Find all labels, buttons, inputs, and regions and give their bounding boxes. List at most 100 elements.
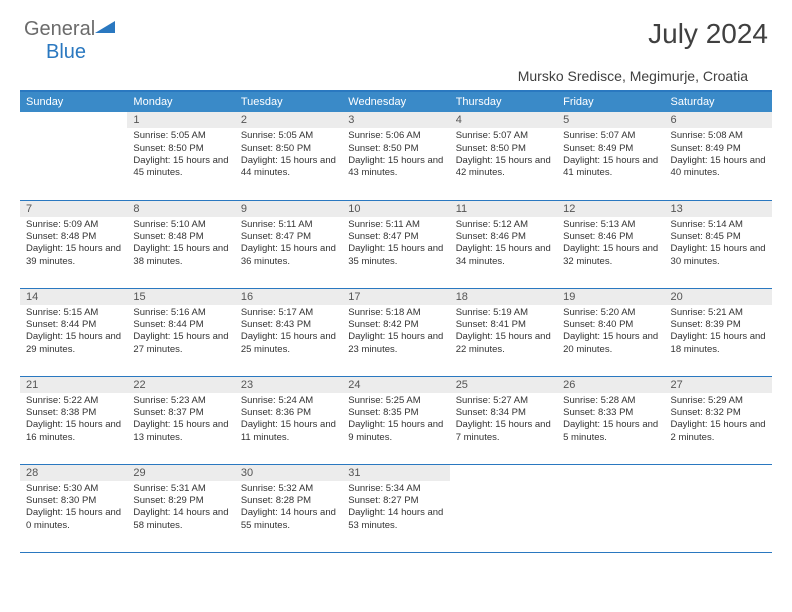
day-number: 12 [557, 201, 664, 217]
location: Mursko Sredisce, Megimurje, Croatia [20, 68, 772, 92]
calendar-week-row: 28Sunrise: 5:30 AMSunset: 8:30 PMDayligh… [20, 464, 772, 552]
day-details: Sunrise: 5:09 AMSunset: 8:48 PMDaylight:… [20, 217, 127, 272]
calendar-cell: 17Sunrise: 5:18 AMSunset: 8:42 PMDayligh… [342, 288, 449, 376]
day-number: 7 [20, 201, 127, 217]
day-number: 10 [342, 201, 449, 217]
day-number: 19 [557, 289, 664, 305]
calendar-cell: 20Sunrise: 5:21 AMSunset: 8:39 PMDayligh… [665, 288, 772, 376]
calendar-cell: 27Sunrise: 5:29 AMSunset: 8:32 PMDayligh… [665, 376, 772, 464]
weekday-header: Friday [557, 92, 664, 112]
day-details: Sunrise: 5:31 AMSunset: 8:29 PMDaylight:… [127, 481, 234, 536]
calendar-cell: 21Sunrise: 5:22 AMSunset: 8:38 PMDayligh… [20, 376, 127, 464]
day-number: 20 [665, 289, 772, 305]
calendar-cell: 25Sunrise: 5:27 AMSunset: 8:34 PMDayligh… [450, 376, 557, 464]
page-title: July 2024 [648, 18, 768, 50]
calendar-cell: 14Sunrise: 5:15 AMSunset: 8:44 PMDayligh… [20, 288, 127, 376]
day-details: Sunrise: 5:17 AMSunset: 8:43 PMDaylight:… [235, 305, 342, 360]
calendar-cell: 22Sunrise: 5:23 AMSunset: 8:37 PMDayligh… [127, 376, 234, 464]
day-number: 25 [450, 377, 557, 393]
weekday-header: Monday [127, 92, 234, 112]
day-number: 2 [235, 112, 342, 128]
calendar-cell: 5Sunrise: 5:07 AMSunset: 8:49 PMDaylight… [557, 112, 664, 200]
day-details: Sunrise: 5:23 AMSunset: 8:37 PMDaylight:… [127, 393, 234, 448]
calendar-week-row: 14Sunrise: 5:15 AMSunset: 8:44 PMDayligh… [20, 288, 772, 376]
day-number: 23 [235, 377, 342, 393]
logo-text-2: Blue [24, 41, 86, 63]
day-number: 30 [235, 465, 342, 481]
day-details: Sunrise: 5:25 AMSunset: 8:35 PMDaylight:… [342, 393, 449, 448]
day-number: 16 [235, 289, 342, 305]
day-details: Sunrise: 5:12 AMSunset: 8:46 PMDaylight:… [450, 217, 557, 272]
day-details: Sunrise: 5:18 AMSunset: 8:42 PMDaylight:… [342, 305, 449, 360]
day-details: Sunrise: 5:08 AMSunset: 8:49 PMDaylight:… [665, 128, 772, 183]
day-details: Sunrise: 5:32 AMSunset: 8:28 PMDaylight:… [235, 481, 342, 536]
logo: General Blue [24, 18, 117, 64]
weekday-header: Sunday [20, 92, 127, 112]
calendar-cell: 2Sunrise: 5:05 AMSunset: 8:50 PMDaylight… [235, 112, 342, 200]
calendar-week-row: 7Sunrise: 5:09 AMSunset: 8:48 PMDaylight… [20, 200, 772, 288]
day-details: Sunrise: 5:07 AMSunset: 8:50 PMDaylight:… [450, 128, 557, 183]
calendar-cell: 24Sunrise: 5:25 AMSunset: 8:35 PMDayligh… [342, 376, 449, 464]
calendar-cell: 9Sunrise: 5:11 AMSunset: 8:47 PMDaylight… [235, 200, 342, 288]
day-details: Sunrise: 5:16 AMSunset: 8:44 PMDaylight:… [127, 305, 234, 360]
calendar-week-row: 1Sunrise: 5:05 AMSunset: 8:50 PMDaylight… [20, 112, 772, 200]
day-details: Sunrise: 5:21 AMSunset: 8:39 PMDaylight:… [665, 305, 772, 360]
calendar-cell: 19Sunrise: 5:20 AMSunset: 8:40 PMDayligh… [557, 288, 664, 376]
day-details: Sunrise: 5:20 AMSunset: 8:40 PMDaylight:… [557, 305, 664, 360]
month-year: July 2024 [648, 18, 768, 50]
day-details: Sunrise: 5:11 AMSunset: 8:47 PMDaylight:… [342, 217, 449, 272]
weekday-header: Tuesday [235, 92, 342, 112]
calendar-cell: 4Sunrise: 5:07 AMSunset: 8:50 PMDaylight… [450, 112, 557, 200]
day-details: Sunrise: 5:29 AMSunset: 8:32 PMDaylight:… [665, 393, 772, 448]
calendar-cell: 7Sunrise: 5:09 AMSunset: 8:48 PMDaylight… [20, 200, 127, 288]
day-number: 31 [342, 465, 449, 481]
day-number: 15 [127, 289, 234, 305]
calendar-cell: 6Sunrise: 5:08 AMSunset: 8:49 PMDaylight… [665, 112, 772, 200]
header: General Blue July 2024 [0, 0, 792, 68]
calendar-cell: 8Sunrise: 5:10 AMSunset: 8:48 PMDaylight… [127, 200, 234, 288]
day-details: Sunrise: 5:34 AMSunset: 8:27 PMDaylight:… [342, 481, 449, 536]
day-details: Sunrise: 5:22 AMSunset: 8:38 PMDaylight:… [20, 393, 127, 448]
day-number: 6 [665, 112, 772, 128]
weekday-header: Wednesday [342, 92, 449, 112]
calendar-cell: 3Sunrise: 5:06 AMSunset: 8:50 PMDaylight… [342, 112, 449, 200]
day-details: Sunrise: 5:15 AMSunset: 8:44 PMDaylight:… [20, 305, 127, 360]
logo-text-1: General [24, 18, 95, 40]
day-details: Sunrise: 5:05 AMSunset: 8:50 PMDaylight:… [235, 128, 342, 183]
calendar-cell [20, 112, 127, 200]
calendar-cell: 29Sunrise: 5:31 AMSunset: 8:29 PMDayligh… [127, 464, 234, 552]
calendar-cell: 12Sunrise: 5:13 AMSunset: 8:46 PMDayligh… [557, 200, 664, 288]
calendar-cell: 23Sunrise: 5:24 AMSunset: 8:36 PMDayligh… [235, 376, 342, 464]
calendar-cell: 16Sunrise: 5:17 AMSunset: 8:43 PMDayligh… [235, 288, 342, 376]
weekday-header: Saturday [665, 92, 772, 112]
weekday-header: Thursday [450, 92, 557, 112]
day-number: 1 [127, 112, 234, 128]
day-number: 29 [127, 465, 234, 481]
day-details: Sunrise: 5:30 AMSunset: 8:30 PMDaylight:… [20, 481, 127, 536]
calendar-cell [557, 464, 664, 552]
day-details: Sunrise: 5:14 AMSunset: 8:45 PMDaylight:… [665, 217, 772, 272]
calendar-cell: 15Sunrise: 5:16 AMSunset: 8:44 PMDayligh… [127, 288, 234, 376]
day-number: 4 [450, 112, 557, 128]
day-number: 9 [235, 201, 342, 217]
day-number: 14 [20, 289, 127, 305]
day-details: Sunrise: 5:24 AMSunset: 8:36 PMDaylight:… [235, 393, 342, 448]
day-details: Sunrise: 5:28 AMSunset: 8:33 PMDaylight:… [557, 393, 664, 448]
calendar-cell [450, 464, 557, 552]
day-details: Sunrise: 5:10 AMSunset: 8:48 PMDaylight:… [127, 217, 234, 272]
calendar-table: SundayMondayTuesdayWednesdayThursdayFrid… [20, 92, 772, 553]
day-number: 5 [557, 112, 664, 128]
day-details: Sunrise: 5:05 AMSunset: 8:50 PMDaylight:… [127, 128, 234, 183]
calendar-cell: 1Sunrise: 5:05 AMSunset: 8:50 PMDaylight… [127, 112, 234, 200]
day-number: 8 [127, 201, 234, 217]
day-number: 26 [557, 377, 664, 393]
day-number: 22 [127, 377, 234, 393]
day-number: 17 [342, 289, 449, 305]
day-details: Sunrise: 5:07 AMSunset: 8:49 PMDaylight:… [557, 128, 664, 183]
calendar-week-row: 21Sunrise: 5:22 AMSunset: 8:38 PMDayligh… [20, 376, 772, 464]
day-details: Sunrise: 5:27 AMSunset: 8:34 PMDaylight:… [450, 393, 557, 448]
day-number: 11 [450, 201, 557, 217]
day-details: Sunrise: 5:06 AMSunset: 8:50 PMDaylight:… [342, 128, 449, 183]
calendar-cell [665, 464, 772, 552]
day-details: Sunrise: 5:11 AMSunset: 8:47 PMDaylight:… [235, 217, 342, 272]
